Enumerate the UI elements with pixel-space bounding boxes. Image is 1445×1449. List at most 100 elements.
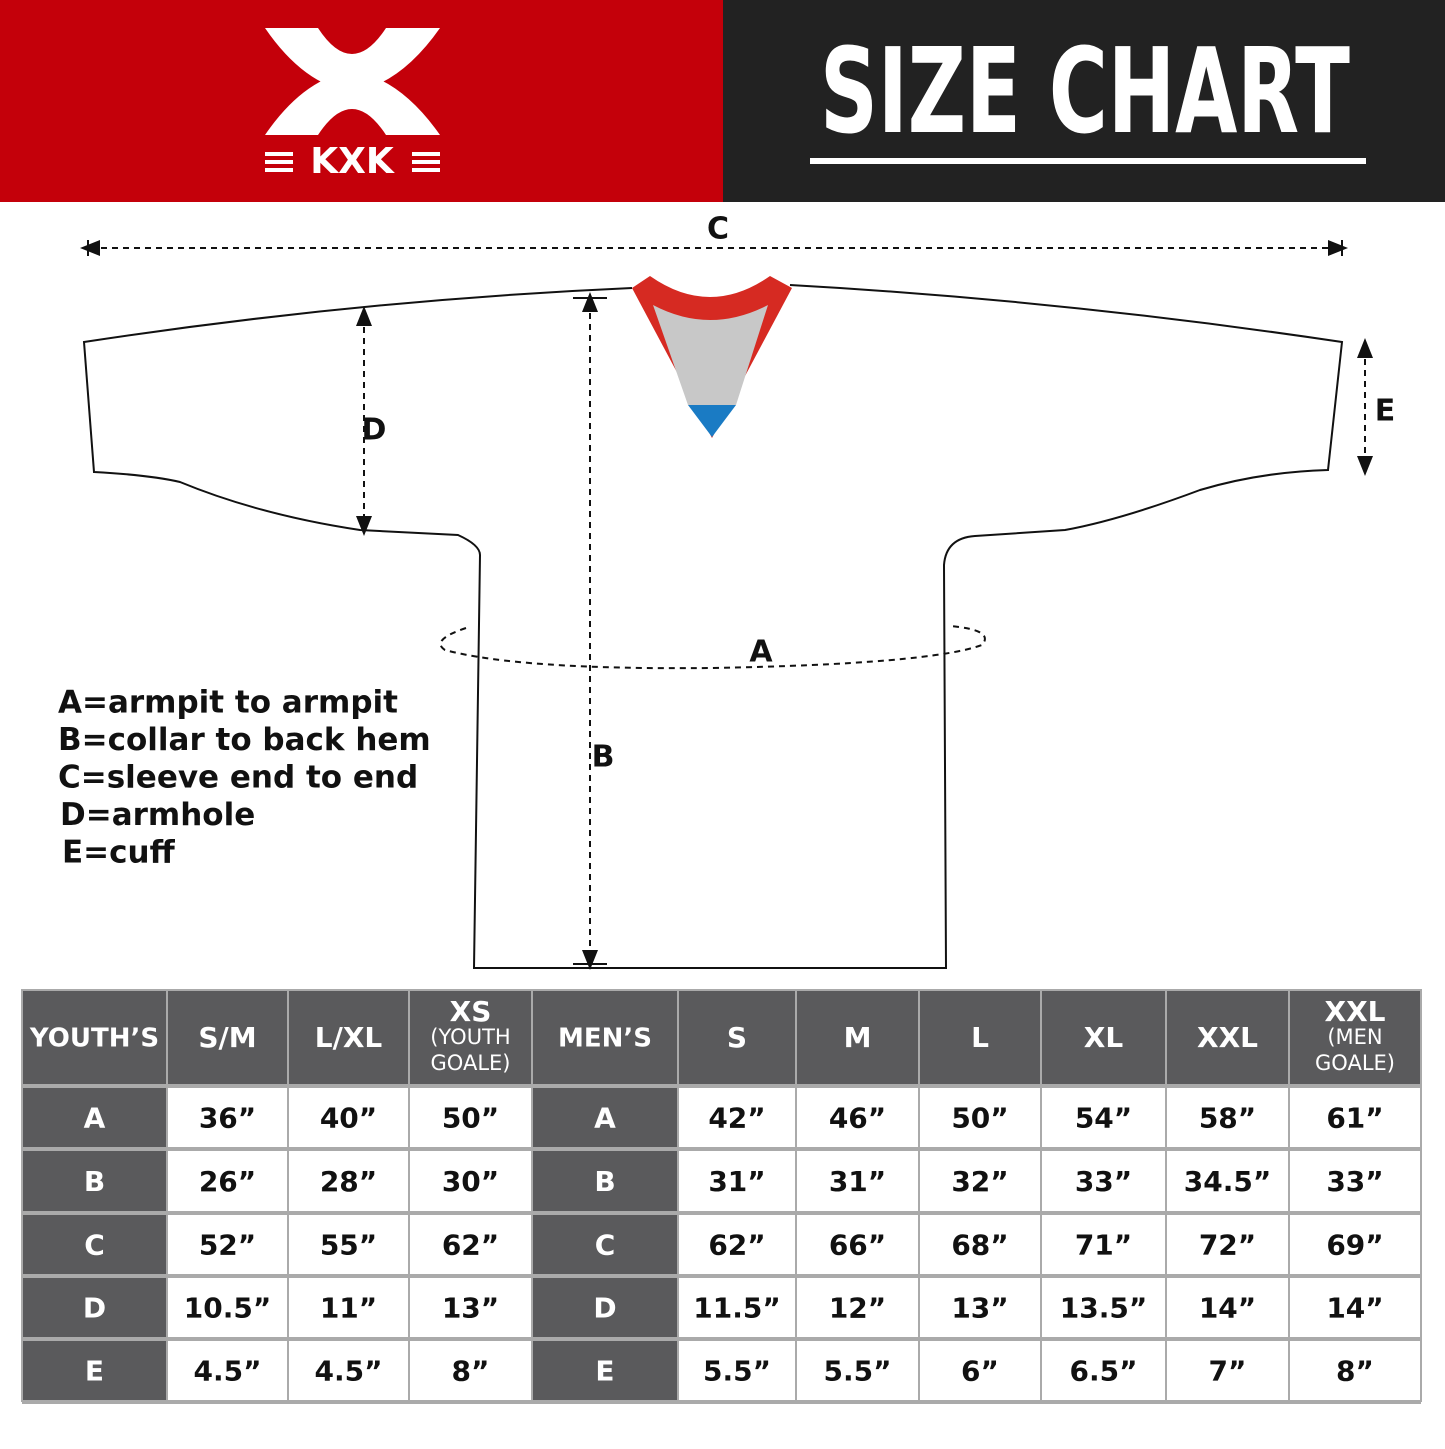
value-text: 11” (320, 1292, 377, 1325)
value-cell (918, 1213, 1042, 1276)
header-cell (408, 989, 533, 1086)
value-text: 32” (951, 1165, 1008, 1198)
value-cell (408, 1149, 533, 1213)
value-text: 10.5” (184, 1292, 272, 1325)
value-cell (918, 1276, 1042, 1339)
header-text: S/M (198, 1021, 256, 1054)
value-cell (918, 1086, 1042, 1149)
value-text: 62” (708, 1229, 765, 1262)
value-cell (1165, 1339, 1290, 1402)
value-cell (1288, 1339, 1422, 1402)
value-cell (1165, 1213, 1290, 1276)
value-text: 14” (1326, 1292, 1383, 1325)
value-text: 12” (829, 1292, 886, 1325)
header-cell (166, 989, 289, 1086)
value-cell (795, 1339, 920, 1402)
value-text: 14” (1199, 1292, 1256, 1325)
value-text: 71” (1075, 1229, 1132, 1262)
value-cell (166, 1339, 289, 1402)
header-text: MEN’S (558, 1024, 652, 1054)
value-text: 36” (199, 1102, 256, 1135)
row-label: D (83, 1292, 106, 1325)
value-text: 42” (708, 1102, 765, 1135)
legend-line: E=cuff (62, 835, 176, 871)
header-note: GOALE) (1315, 1051, 1395, 1075)
header-cell (795, 989, 920, 1086)
row-label-cell (21, 1339, 168, 1402)
value-text: 31” (829, 1165, 886, 1198)
legend-line: A=armpit to armpit (58, 685, 398, 721)
row-label: C (595, 1229, 616, 1262)
value-text: 11.5” (693, 1292, 781, 1325)
row-label-cell (21, 1276, 168, 1339)
value-text: 34.5” (1184, 1165, 1272, 1198)
value-cell (1040, 1339, 1167, 1402)
value-cell (287, 1276, 410, 1339)
row-label: E (595, 1355, 614, 1388)
header-cell (1040, 989, 1167, 1086)
value-cell (795, 1086, 920, 1149)
value-text: 55” (320, 1229, 377, 1262)
legend-line: D=armhole (60, 797, 255, 833)
value-cell (287, 1086, 410, 1149)
value-text: 6” (961, 1355, 999, 1388)
value-cell (408, 1213, 533, 1276)
header-note: (MEN (1327, 1025, 1382, 1049)
header-text: XS (450, 995, 492, 1028)
row-label: D (593, 1292, 616, 1325)
value-text: 46” (829, 1102, 886, 1135)
value-text: 54” (1075, 1102, 1132, 1135)
value-text: 28” (320, 1165, 377, 1198)
value-cell (1288, 1149, 1422, 1213)
value-text: 50” (951, 1102, 1008, 1135)
value-cell (677, 1213, 797, 1276)
value-text: 7” (1209, 1355, 1247, 1388)
value-text: 58” (1199, 1102, 1256, 1135)
legend-line: C=sleeve end to end (58, 760, 418, 796)
header-text: XXL (1197, 1021, 1258, 1054)
logo-text: KXK (310, 141, 395, 182)
value-text: 33” (1326, 1165, 1383, 1198)
value-text: 31” (708, 1165, 765, 1198)
value-text: 69” (1326, 1229, 1383, 1262)
row-label-cell (531, 1339, 679, 1402)
value-cell (1288, 1276, 1422, 1339)
value-text: 4.5” (193, 1355, 261, 1388)
value-text: 13” (951, 1292, 1008, 1325)
header-right (723, 0, 1445, 202)
header-cell (21, 989, 168, 1086)
value-text: 66” (829, 1229, 886, 1262)
header-text: YOUTH’S (29, 1024, 159, 1054)
value-cell (795, 1276, 920, 1339)
value-cell (795, 1213, 920, 1276)
label-b: B (592, 740, 615, 775)
value-text: 33” (1075, 1165, 1132, 1198)
value-text: 50” (442, 1102, 499, 1135)
value-cell (1165, 1149, 1290, 1213)
value-text: 4.5” (314, 1355, 382, 1388)
value-text: 61” (1326, 1102, 1383, 1135)
value-cell (1040, 1086, 1167, 1149)
value-cell (287, 1339, 410, 1402)
value-cell (1040, 1276, 1167, 1339)
value-cell (677, 1149, 797, 1213)
value-text: 72” (1199, 1229, 1256, 1262)
header-cell (1288, 989, 1422, 1086)
value-cell (918, 1149, 1042, 1213)
title: SIZE CHART (820, 22, 1350, 160)
row-label: A (594, 1102, 616, 1135)
value-cell (408, 1086, 533, 1149)
row-label: C (84, 1229, 105, 1262)
value-cell (918, 1339, 1042, 1402)
value-cell (1165, 1276, 1290, 1339)
header-text: L/XL (315, 1021, 383, 1054)
row-label: B (84, 1165, 105, 1198)
label-a: A (749, 635, 773, 670)
legend-line: B=collar to back hem (58, 722, 431, 758)
value-text: 6.5” (1069, 1355, 1137, 1388)
header-note: (YOUTH (430, 1025, 510, 1049)
row-label-cell (21, 1149, 168, 1213)
header-text: M (844, 1021, 872, 1054)
